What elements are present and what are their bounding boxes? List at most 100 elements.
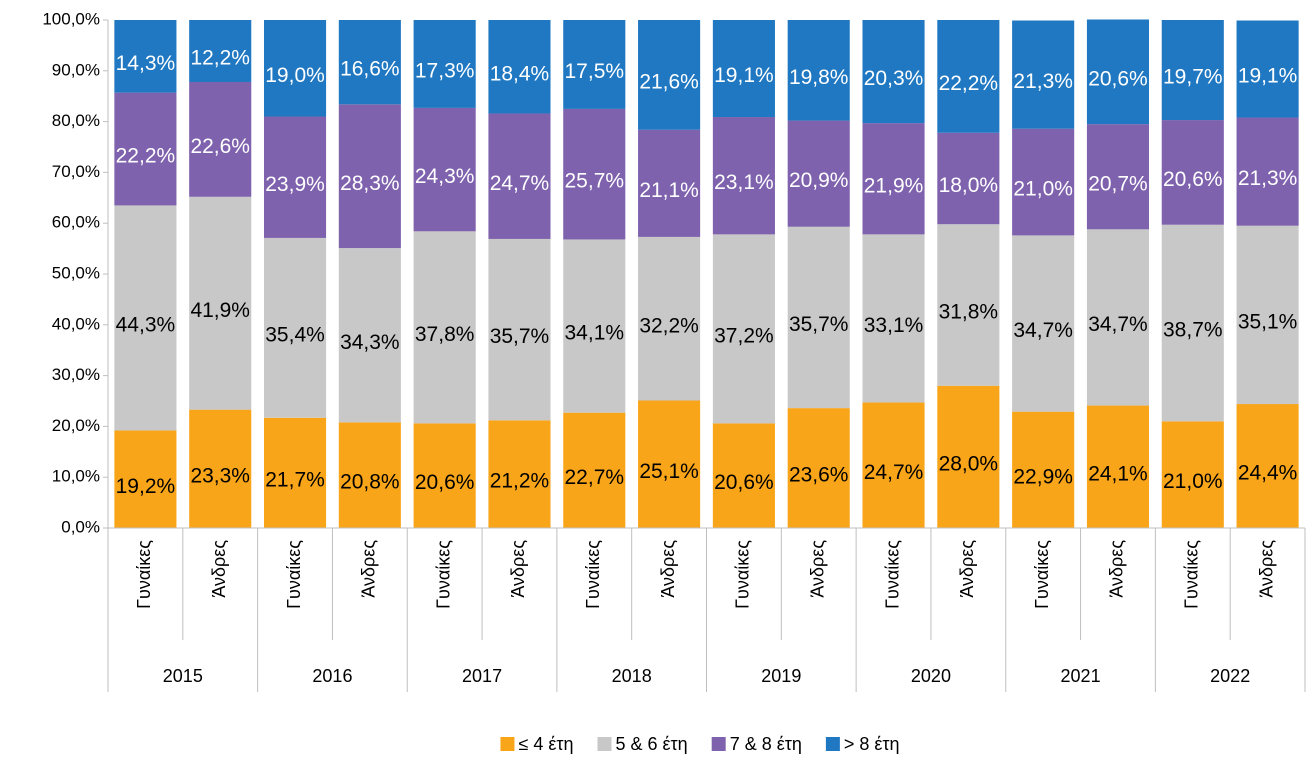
bar-segment (787, 408, 850, 528)
data-label: 35,7% (789, 313, 849, 336)
data-label: 25,1% (639, 460, 699, 483)
bar-segment (1236, 117, 1299, 226)
bar-segment (787, 20, 850, 121)
data-label: 19,7% (1163, 66, 1223, 89)
y-tick-label: 0,0% (61, 517, 100, 536)
bar-segment (189, 81, 252, 197)
bar-segment (263, 237, 327, 418)
x-tick-label: Γυναίκες (433, 540, 453, 609)
bar-segment (1161, 120, 1224, 225)
legend: ≤ 4 έτη 5 & 6 έτη 7 & 8 έτη > 8 έτη (500, 734, 900, 754)
bar-segment (787, 226, 850, 409)
x-tick-label: Γυναίκες (134, 540, 154, 609)
data-label: 24,7% (490, 172, 550, 195)
bar-segment (114, 20, 177, 93)
data-label: 19,0% (265, 64, 325, 87)
bar-segment (1012, 128, 1075, 236)
y-tick-label: 60,0% (52, 213, 100, 232)
data-label: 21,2% (490, 470, 550, 493)
y-tick-label: 20,0% (52, 416, 100, 435)
data-label: 38,7% (1163, 319, 1223, 342)
bar-segment (263, 20, 327, 117)
bar-segment (413, 423, 476, 528)
data-label: 21,9% (864, 174, 924, 197)
data-label: 35,7% (490, 325, 550, 348)
bar-segment (189, 409, 252, 528)
bar-segment (638, 20, 701, 130)
bar-segment (1086, 405, 1150, 528)
data-label: 21,0% (1163, 470, 1223, 493)
group-label: 2018 (612, 666, 652, 686)
data-label: 18,4% (490, 62, 550, 85)
legend-label: ≤ 4 έτη (518, 734, 573, 754)
data-label: 28,3% (340, 172, 400, 195)
group-label: 2022 (1210, 666, 1250, 686)
data-label: 25,7% (565, 170, 625, 193)
y-tick-label: 90,0% (52, 60, 100, 79)
data-label: 17,5% (565, 60, 625, 83)
data-label: 21,0% (1013, 178, 1073, 201)
bar-segment (563, 108, 626, 240)
data-label: 24,7% (864, 461, 924, 484)
bar-segment (862, 20, 925, 124)
data-label: 21,3% (1238, 167, 1298, 190)
legend-swatch (597, 737, 612, 751)
bar-segment (712, 423, 775, 528)
bar-segment (263, 116, 327, 238)
data-label: 21,6% (639, 70, 699, 93)
bar-segment (638, 236, 701, 401)
bar-segment (1161, 421, 1224, 528)
data-label: 20,7% (1088, 172, 1148, 195)
data-label: 22,7% (565, 466, 625, 489)
data-label: 34,3% (340, 331, 400, 354)
data-label: 37,2% (714, 324, 774, 347)
data-label: 23,9% (265, 173, 325, 196)
data-label: 34,7% (1088, 313, 1148, 336)
x-tick-label: Άνδρες (1107, 540, 1127, 598)
data-label: 24,3% (415, 165, 475, 188)
legend-label: 5 & 6 έτη (616, 734, 688, 754)
data-label: 20,6% (415, 471, 475, 494)
y-tick-label: 50,0% (52, 263, 100, 282)
data-label: 23,6% (789, 464, 849, 487)
data-label: 24,1% (1088, 462, 1148, 485)
data-label: 21,7% (265, 468, 325, 491)
data-label: 23,3% (190, 464, 250, 487)
bar-segment (488, 238, 551, 421)
data-label: 12,2% (190, 47, 250, 70)
bar-segment (1086, 19, 1150, 125)
group-label: 2021 (1061, 666, 1101, 686)
bar-segment (638, 129, 701, 237)
group-label: 2020 (911, 666, 951, 686)
bar-segment (1236, 404, 1299, 528)
legend-label: > 8 έτη (844, 734, 900, 754)
legend-label: 7 & 8 έτη (730, 734, 802, 754)
data-label: 35,4% (265, 323, 325, 346)
bar-segment (712, 234, 775, 424)
bar-segment (338, 422, 401, 528)
data-label: 21,1% (639, 179, 699, 202)
data-label: 20,6% (1163, 168, 1223, 191)
bar-segment (488, 113, 551, 239)
bar-segment (1086, 124, 1150, 230)
bar-segment (563, 20, 626, 109)
data-label: 20,8% (340, 471, 400, 494)
data-label: 22,9% (1013, 465, 1073, 488)
x-tick-label: Γυναίκες (733, 540, 753, 609)
x-tick-label: Άνδρες (658, 540, 678, 598)
x-tick-label: Γυναίκες (1032, 540, 1052, 609)
data-label: 24,4% (1238, 462, 1298, 485)
group-label: 2017 (462, 666, 502, 686)
bar-segment (1012, 411, 1075, 528)
group-label: 2019 (761, 666, 801, 686)
group-label: 2016 (312, 666, 352, 686)
data-label: 22,6% (190, 135, 250, 158)
data-label: 34,7% (1013, 319, 1073, 342)
bar-segment (937, 385, 1000, 528)
bar-segment (338, 248, 401, 423)
x-tick-label: Άνδρες (807, 540, 827, 598)
y-tick-label: 30,0% (52, 365, 100, 384)
y-tick-label: 100,0% (42, 9, 100, 28)
y-tick-label: 70,0% (52, 162, 100, 181)
